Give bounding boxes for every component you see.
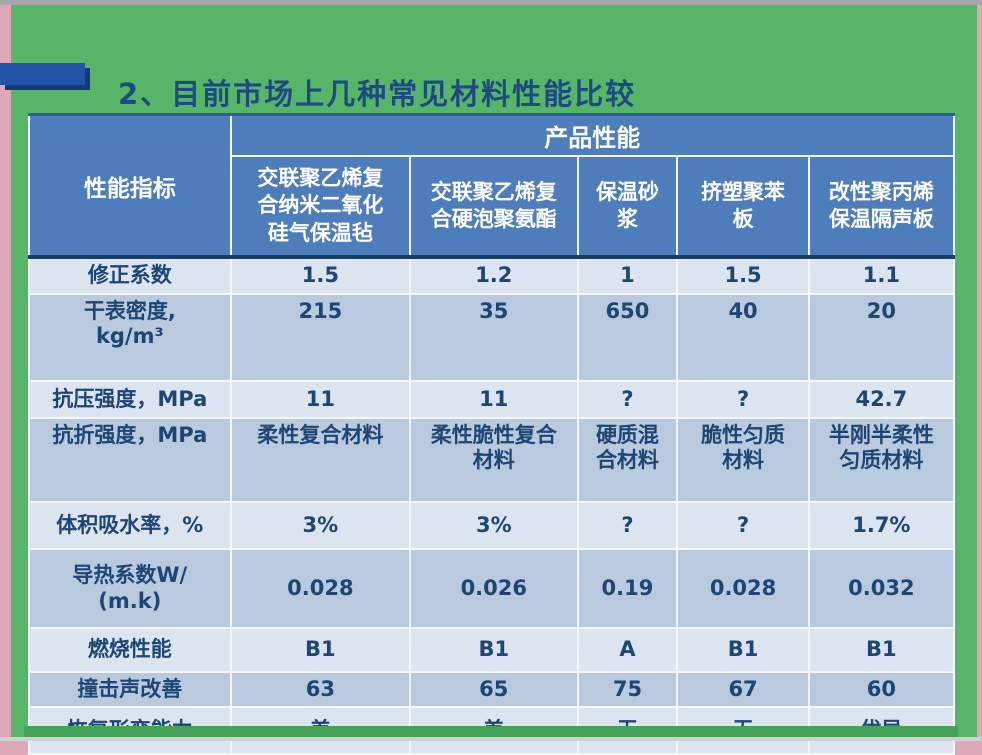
table-cell: 3% bbox=[229, 501, 412, 550]
row-label: 干表密度, kg/m³ bbox=[28, 293, 232, 382]
row-label: 撞击声改善 bbox=[28, 671, 232, 708]
table-cell: ? bbox=[676, 380, 810, 419]
row-label: 燃烧性能 bbox=[28, 627, 232, 673]
title-accent-bar bbox=[0, 63, 85, 85]
table-cell: 1 bbox=[576, 255, 679, 295]
column-header-material-4: 挤塑聚苯 板 bbox=[676, 155, 810, 258]
table-cell: 柔性复合材料 bbox=[229, 417, 412, 503]
table-cell: 215 bbox=[229, 293, 412, 382]
table-corner-header: 性能指标 bbox=[28, 113, 232, 258]
column-header-material-1: 交联聚乙烯复 合纳米二氧化 硅气保温毡 bbox=[229, 155, 412, 258]
table-cell: B1 bbox=[676, 627, 810, 673]
table-cell: 42.7 bbox=[807, 380, 956, 419]
table-cell: 0.032 bbox=[807, 548, 956, 629]
table-cell: 0.028 bbox=[229, 548, 412, 629]
table-cell: B1 bbox=[409, 627, 579, 673]
table-cell: 柔性脆性复合 材料 bbox=[409, 417, 579, 503]
table-cell: ? bbox=[576, 501, 679, 550]
column-header-material-5: 改性聚丙烯 保温隔声板 bbox=[807, 155, 956, 258]
table-cell: 0.19 bbox=[576, 548, 679, 629]
column-header-material-3: 保温砂 浆 bbox=[576, 155, 679, 258]
table-row: 抗折强度，MPa 柔性复合材料 柔性脆性复合 材料 硬质混 合材料 脆性匀质 材… bbox=[28, 417, 956, 503]
table-cell: 11 bbox=[409, 380, 579, 419]
table-cell: 67 bbox=[676, 671, 810, 708]
table-row: 体积吸水率，% 3% 3% ? ? 1.7% bbox=[28, 501, 956, 550]
table-cell: 20 bbox=[807, 293, 956, 382]
table-group-header-row: 性能指标 产品性能 bbox=[28, 113, 956, 258]
table-cell: 11 bbox=[229, 380, 412, 419]
window-bottom-edge bbox=[0, 737, 982, 741]
table-cell: 硬质混 合材料 bbox=[576, 417, 679, 503]
table-row: 干表密度, kg/m³ 215 35 650 40 20 bbox=[28, 293, 956, 382]
table-cell: 35 bbox=[409, 293, 579, 382]
materials-comparison-table: 性能指标 产品性能 交联聚乙烯复 合纳米二氧化 硅气保温毡 交联聚乙烯复 合硬泡… bbox=[28, 113, 956, 755]
column-header-material-2: 交联聚乙烯复 合硬泡聚氨酯 bbox=[409, 155, 579, 258]
table-bottom-bar bbox=[24, 726, 958, 737]
table-cell: 0.026 bbox=[409, 548, 579, 629]
row-label: 修正系数 bbox=[28, 255, 232, 295]
table-cell: 半刚半柔性 匀质材料 bbox=[807, 417, 956, 503]
table-cell: 40 bbox=[676, 293, 810, 382]
table-cell: 75 bbox=[576, 671, 679, 708]
table-row: 导热系数W/ (m.k) 0.028 0.026 0.19 0.028 0.03… bbox=[28, 548, 956, 629]
table-cell: ? bbox=[676, 501, 810, 550]
page-title: 2、目前市场上几种常见材料性能比较 bbox=[118, 77, 637, 112]
row-label: 抗折强度，MPa bbox=[28, 417, 232, 503]
table-cell: 0.028 bbox=[676, 548, 810, 629]
row-label: 体积吸水率，% bbox=[28, 501, 232, 550]
table-cell: B1 bbox=[807, 627, 956, 673]
table-cell: 1.5 bbox=[229, 255, 412, 295]
table-cell: ? bbox=[576, 380, 679, 419]
table-cell: 60 bbox=[807, 671, 956, 708]
table-column-header-row: 交联聚乙烯复 合纳米二氧化 硅气保温毡 交联聚乙烯复 合硬泡聚氨酯 保温砂 浆 … bbox=[29, 155, 956, 258]
row-label: 抗压强度，MPa bbox=[28, 380, 232, 419]
table-cell: 650 bbox=[576, 293, 679, 382]
table-cell: 1.1 bbox=[807, 255, 956, 295]
table-cell: 1.7% bbox=[807, 501, 956, 550]
table-cell: 65 bbox=[409, 671, 579, 708]
table-cell: 1.2 bbox=[409, 255, 579, 295]
table-row: 燃烧性能 B1 B1 A B1 B1 bbox=[28, 627, 956, 673]
row-label: 导热系数W/ (m.k) bbox=[28, 548, 232, 629]
table-cell: 脆性匀质 材料 bbox=[676, 417, 810, 503]
table-cell: 3% bbox=[409, 501, 579, 550]
table-row: 修正系数 1.5 1.2 1 1.5 1.1 bbox=[28, 255, 956, 295]
table-cell: B1 bbox=[229, 627, 412, 673]
table-cell: 63 bbox=[229, 671, 412, 708]
table-group-header: 产品性能 bbox=[229, 113, 956, 157]
table-cell: 1.5 bbox=[676, 255, 810, 295]
window-top-edge bbox=[0, 0, 982, 5]
table-row: 抗压强度，MPa 11 11 ? ? 42.7 bbox=[28, 380, 956, 419]
table-row: 撞击声改善 63 65 75 67 60 bbox=[28, 671, 956, 708]
table-cell: A bbox=[576, 627, 679, 673]
